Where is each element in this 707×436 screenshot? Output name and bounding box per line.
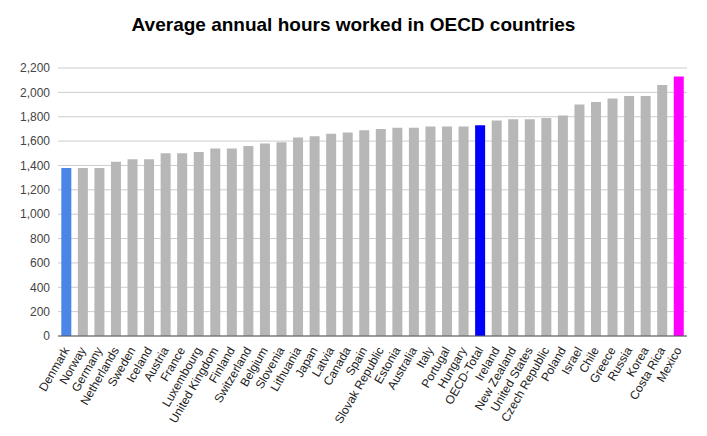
svg-text:600: 600 [30, 256, 50, 270]
svg-text:France: France [157, 344, 189, 384]
svg-text:Czech Republic: Czech Republic [498, 345, 552, 425]
svg-text:Ireland: Ireland [472, 344, 503, 384]
svg-text:Russia: Russia [604, 344, 636, 384]
svg-text:Chile: Chile [576, 344, 602, 376]
svg-text:Slovak Republic: Slovak Republic [332, 345, 387, 427]
svg-text:Greece: Greece [586, 344, 619, 386]
svg-text:Finland: Finland [206, 344, 238, 386]
svg-text:1,000: 1,000 [20, 207, 50, 221]
svg-text:Denmark: Denmark [35, 344, 73, 394]
svg-text:Belgium: Belgium [237, 344, 271, 390]
svg-text:1,800: 1,800 [20, 110, 50, 124]
svg-text:United States: United States [487, 344, 536, 414]
svg-text:Slovenia: Slovenia [252, 344, 288, 392]
svg-text:200: 200 [30, 305, 50, 319]
svg-text:Latvia: Latvia [309, 344, 338, 380]
svg-text:400: 400 [30, 281, 50, 295]
svg-text:Israel: Israel [558, 344, 586, 377]
svg-text:Australia: Australia [384, 344, 420, 392]
svg-text:Hungary: Hungary [434, 344, 470, 391]
svg-text:New Zealand: New Zealand [471, 344, 520, 413]
svg-text:Luxembourg: Luxembourg [159, 344, 205, 410]
svg-text:1,400: 1,400 [20, 159, 50, 173]
svg-text:Canada: Canada [320, 344, 354, 388]
svg-text:Japan: Japan [292, 344, 321, 380]
svg-text:Austria: Austria [140, 344, 172, 384]
svg-text:Costa Rica: Costa Rica [626, 344, 669, 403]
svg-text:1,200: 1,200 [20, 183, 50, 197]
svg-text:United Kingdom: United Kingdom [166, 345, 221, 426]
svg-text:OECD-Total: OECD-Total [442, 344, 487, 407]
svg-text:Lithuania: Lithuania [267, 344, 305, 394]
svg-text:800: 800 [30, 232, 50, 246]
svg-text:Spain: Spain [342, 344, 371, 379]
svg-text:Poland: Poland [538, 344, 569, 384]
svg-text:Switzerland: Switzerland [211, 344, 255, 406]
html-text:Average annual hours worked in: Average annual hours worked in OECD coun… [131, 14, 576, 35]
svg-text:Korea: Korea [623, 344, 652, 380]
svg-text:Estonia: Estonia [371, 344, 404, 387]
svg-text:Italy: Italy [413, 344, 437, 371]
svg-text:1,600: 1,600 [20, 134, 50, 148]
svg-text:Iceland: Iceland [123, 344, 156, 385]
svg-text:Netherlands: Netherlands [77, 344, 122, 408]
svg-text:Norway: Norway [56, 344, 89, 387]
svg-text:Germany: Germany [68, 344, 106, 395]
svg-text:Mexico: Mexico [654, 344, 685, 384]
svg-text:2,000: 2,000 [20, 86, 50, 100]
svg-text:Sweden: Sweden [104, 344, 139, 390]
svg-text:0: 0 [43, 329, 50, 343]
svg-text:2,200: 2,200 [20, 61, 50, 75]
svg-text:Portugal: Portugal [418, 344, 453, 391]
